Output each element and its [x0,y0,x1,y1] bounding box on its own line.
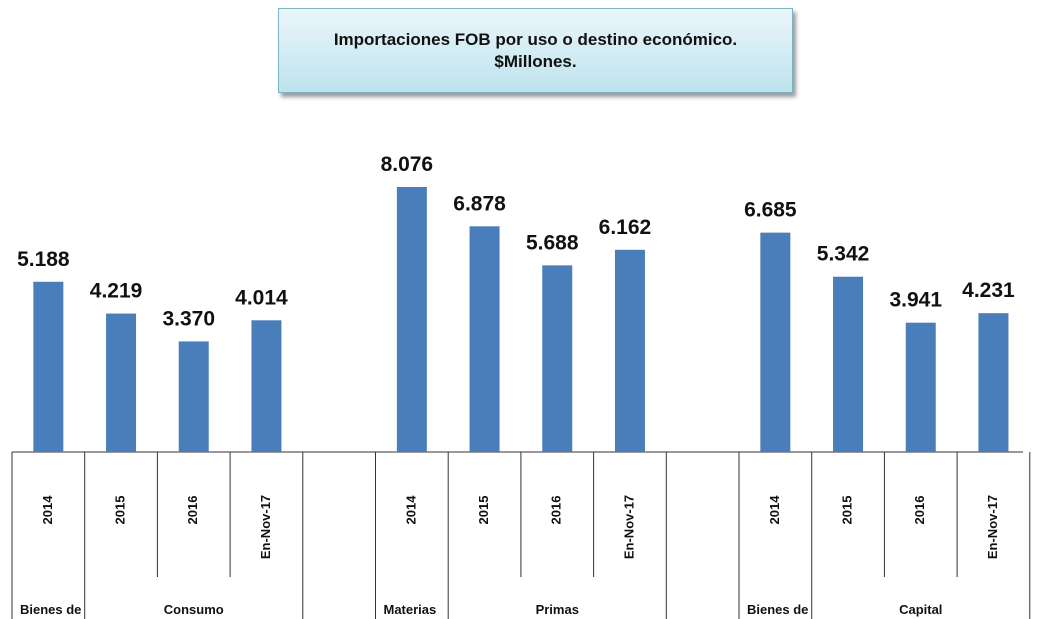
bar [396,187,427,452]
value-label: 5.688 [526,231,579,254]
x-tick-label: 2016 [185,496,200,525]
value-label: 8.076 [381,153,434,176]
group-label: Bienes de [747,602,808,617]
title-box: Importaciones FOB por uso o destino econ… [278,8,793,93]
value-label: 5.342 [817,243,870,266]
group-label: Consumo [164,602,224,617]
group-label: Materias [384,602,437,617]
bar [542,265,573,452]
bar [33,281,64,452]
x-tick-label: 2016 [549,496,564,525]
value-label: 6.685 [744,199,797,222]
x-tick-label: 2015 [112,496,127,525]
x-tick-label: 2016 [912,496,927,525]
x-tick-label: En-Nov-17 [985,495,1000,559]
chart-title: Importaciones FOB por uso o destino econ… [333,29,738,49]
x-tick-label: 2015 [476,496,491,525]
value-label: 3.941 [889,289,942,312]
group-label: Bienes de [20,602,81,617]
value-label: 5.188 [17,248,70,271]
x-tick-label: 2014 [403,495,418,525]
x-tick-label: 2014 [767,495,782,525]
value-label: 4.231 [962,279,1015,302]
bar [833,276,864,452]
value-label: 6.878 [453,192,506,215]
bar [760,232,791,452]
value-label: 6.162 [599,216,652,239]
bar [251,320,282,452]
bar [469,226,500,452]
x-tick-label: 2014 [40,495,55,525]
bar [106,313,137,452]
group-label: Capital [899,602,942,617]
bar [905,322,936,452]
value-label: 3.370 [162,307,215,330]
x-tick-label: En-Nov-17 [621,495,636,559]
bar [978,313,1009,452]
chart-subtitle: $Millones. [494,51,577,71]
bar [614,249,645,452]
bar [178,341,209,452]
x-tick-label: En-Nov-17 [258,495,273,559]
value-label: 4.219 [90,280,143,303]
group-label: Primas [536,602,579,617]
x-tick-label: 2015 [839,496,854,525]
value-label: 4.014 [235,286,288,309]
